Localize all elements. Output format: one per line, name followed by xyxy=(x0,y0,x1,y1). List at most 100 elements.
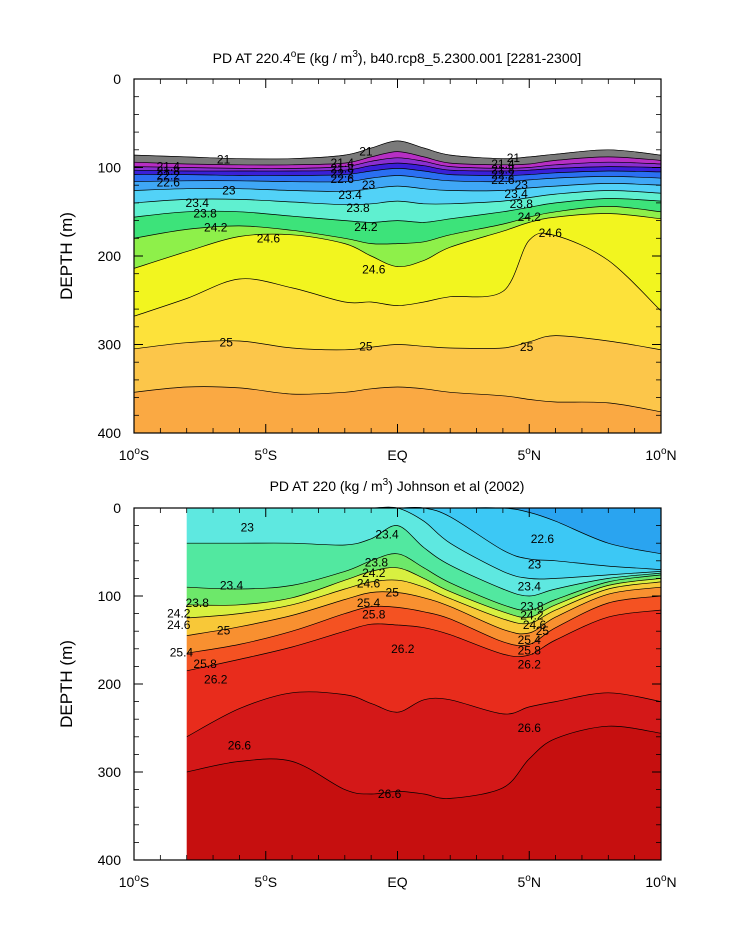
contour-label: 24.2 xyxy=(362,566,386,580)
contour-label: 24.2 xyxy=(354,220,378,234)
y-tick-label: 200 xyxy=(98,248,122,264)
model-fill-layers xyxy=(133,140,662,434)
contour-label: 25 xyxy=(220,336,234,350)
observed-y-axis-label: DEPTH (m) xyxy=(57,640,76,728)
contour-label: 24.6 xyxy=(167,618,191,632)
contour-label: 23.8 xyxy=(520,600,544,614)
contour-label: 21.8 xyxy=(157,164,181,178)
contour-label: 21.4 xyxy=(331,156,355,170)
contour-label: 25.8 xyxy=(193,657,217,671)
contour-label: 23.4 xyxy=(186,196,210,210)
model-contour-lines xyxy=(133,140,662,413)
x-tick-label: 10oN xyxy=(645,446,676,463)
contour-line-25 xyxy=(133,335,662,351)
contour-line-23-8 xyxy=(186,525,662,597)
contour-label: 25 xyxy=(217,623,231,637)
contour-label: 25.8 xyxy=(518,644,542,658)
contour-line-21-8 xyxy=(133,162,662,172)
contour-line-24-8 xyxy=(133,232,662,317)
contour-label: 21.4 xyxy=(157,160,181,174)
contour-line-25-4 xyxy=(133,386,662,413)
contour-label: 26.6 xyxy=(228,739,252,753)
contour-label: 24.6 xyxy=(523,618,547,632)
contour-label: 23.4 xyxy=(375,527,399,541)
contour-label: 23.8 xyxy=(365,556,389,570)
contour-label: 23 xyxy=(362,178,376,192)
contour-label: 25.4 xyxy=(170,645,194,659)
contour-label: 23.4 xyxy=(220,578,244,592)
x-tick-label: 5oS xyxy=(254,873,277,890)
contour-line-23 xyxy=(133,183,662,192)
contour-label: 21.4 xyxy=(491,157,515,171)
contour-line-24-2 xyxy=(186,553,662,611)
x-tick-label: 5oN xyxy=(518,873,541,890)
contour-label: 22.2 xyxy=(491,168,515,182)
contour-label: 26.2 xyxy=(204,673,228,687)
contour-label: 25 xyxy=(536,624,550,638)
contour-label: 25 xyxy=(520,340,534,354)
y-tick-label: 300 xyxy=(98,764,122,780)
contour-label: 21 xyxy=(359,145,373,159)
x-tick-label: 10oS xyxy=(119,446,149,463)
contour-label: 24.2 xyxy=(167,607,191,621)
model-contour-labels: 2121.421.822.222.62323.423.824.224.62121… xyxy=(157,145,563,355)
contour-label: 21 xyxy=(507,151,521,165)
contour-label: 22.6 xyxy=(331,172,355,186)
observed-axis-ticks: 10oS 5oS EQ 5oN 10oN 0 100 200 300 400 xyxy=(98,500,677,890)
y-tick-label: 400 xyxy=(98,852,122,868)
contour-line-top xyxy=(133,140,662,160)
x-tick-label: 5oS xyxy=(254,446,277,463)
contour-line-25-4 xyxy=(186,586,662,636)
contour-label: 25.4 xyxy=(357,596,381,610)
contour-label: 24.6 xyxy=(357,577,381,591)
contour-line-22-2 xyxy=(133,168,662,176)
y-tick-label: 100 xyxy=(98,588,122,604)
contour-label: 24.2 xyxy=(520,608,544,622)
contour-label: 22.2 xyxy=(157,169,181,183)
x-tick-label: 10oS xyxy=(119,873,149,890)
contour-label: 23 xyxy=(222,184,236,198)
x-tick-label: 5oN xyxy=(518,446,541,463)
contour-label: 24.2 xyxy=(518,210,542,224)
contour-label: 23.8 xyxy=(193,207,217,221)
contour-line-23-4 xyxy=(133,190,662,206)
panel-observed: PD AT 220 (kg / m3) Johnson et al (2002)… xyxy=(57,477,677,890)
y-tick-label: 300 xyxy=(98,337,122,353)
contour-line-26-6 xyxy=(186,725,662,799)
contour-label: 21.8 xyxy=(491,162,515,176)
contour-line-23-8 xyxy=(133,198,662,223)
contour-label: 23.4 xyxy=(518,579,542,593)
model-y-axis-label: DEPTH (m) xyxy=(57,212,76,300)
contour-label: 23.8 xyxy=(510,197,534,211)
contour-label: 23 xyxy=(241,520,255,534)
contour-label: 21.8 xyxy=(331,161,355,175)
contour-line-25 xyxy=(186,579,662,625)
panel-model: PD AT 220.4oE (kg / m3), b40.rcp8_5.2300… xyxy=(57,49,677,463)
contour-line-24-6 xyxy=(186,567,662,618)
contour-line-26-2 xyxy=(186,609,662,672)
contour-label: 21 xyxy=(217,153,231,167)
contour-label: 23 xyxy=(515,178,529,192)
contour-label: 22.2 xyxy=(331,167,355,181)
y-tick-label: 0 xyxy=(113,500,121,516)
contour-label: 23.8 xyxy=(346,201,370,215)
title-model: PD AT 220.4oE (kg / m3), b40.rcp8_5.2300… xyxy=(213,49,582,66)
contour-label: 22.6 xyxy=(491,173,515,187)
contour-label: 23.8 xyxy=(186,596,210,610)
contour-label: 26.6 xyxy=(518,721,542,735)
contour-label: 24.6 xyxy=(539,226,563,240)
y-tick-label: 100 xyxy=(98,160,122,176)
contour-label: 24.2 xyxy=(204,221,228,235)
contour-line-24-6 xyxy=(133,213,662,269)
contour-label: 22.6 xyxy=(531,532,555,546)
contour-line-26-4 xyxy=(186,691,662,738)
x-tick-label: 10oN xyxy=(645,873,676,890)
observed-fill-layers xyxy=(186,506,662,861)
contour-label: 25.8 xyxy=(362,608,386,622)
contour-label: 26.6 xyxy=(378,787,402,801)
contour-line-21 xyxy=(133,151,662,166)
contour-label: 26.2 xyxy=(391,642,415,656)
model-axis-ticks: 10oS 5oS EQ 5oN 10oN 0 100 200 300 400 xyxy=(98,71,677,463)
